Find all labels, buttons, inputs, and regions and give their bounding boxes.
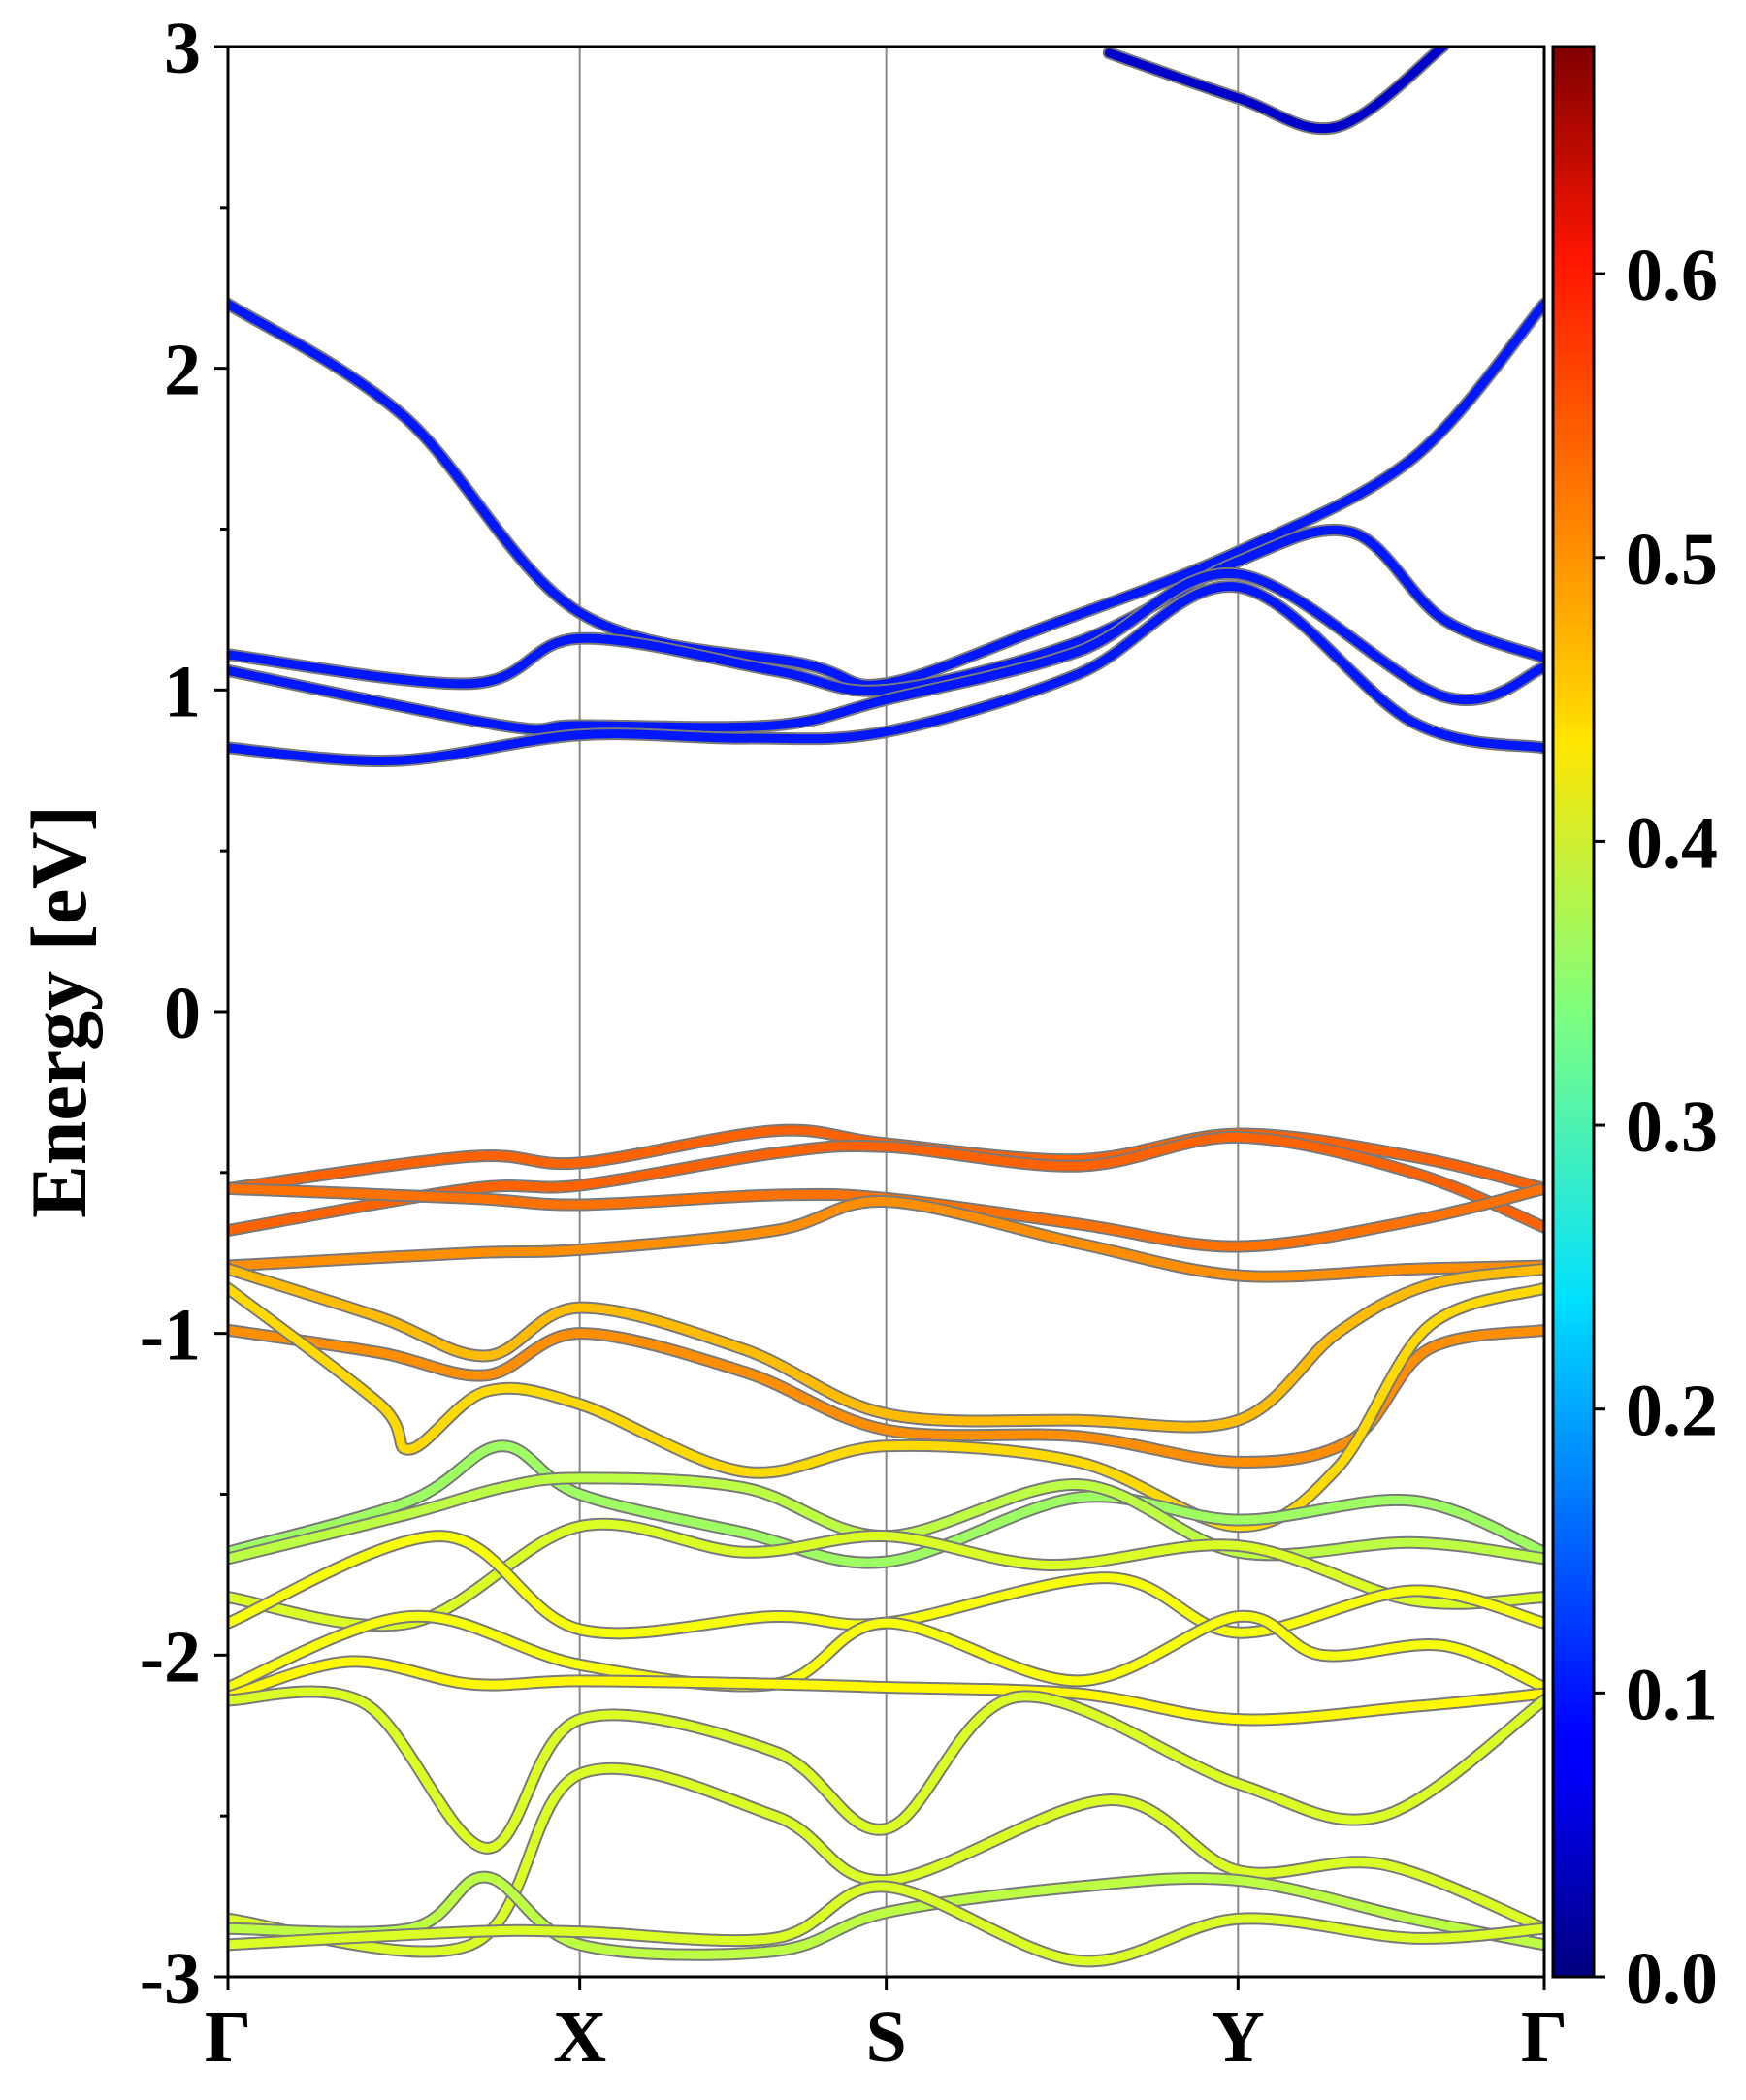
band-line [228, 1657, 1544, 1725]
y-tick-label: 2 [164, 330, 201, 411]
y-tick-label: 3 [164, 8, 201, 89]
x-tick-label: Γ [205, 1996, 251, 2078]
band-line [228, 1264, 1544, 1432]
colorbar-tick-label: 0.5 [1626, 519, 1718, 600]
colorbar [1551, 45, 1596, 1979]
colorbar-tick-label: 0.3 [1626, 1086, 1718, 1168]
bands-layer [228, 47, 1544, 1968]
x-tick-label: Y [1212, 1996, 1265, 2078]
y-tick-label: 0 [164, 973, 201, 1054]
colorbar-tick-label: 0.6 [1626, 235, 1718, 316]
colorbar-axis: 0.0 0.1 0.2 0.3 0.4 0.5 0.6 [1594, 235, 1718, 2019]
kpoint-gridlines [578, 47, 1240, 1977]
band-line [228, 1441, 1544, 1567]
y-tick-label: -3 [140, 1938, 201, 2019]
y-tick-label: -2 [140, 1616, 201, 1697]
band-line [228, 1283, 1544, 1532]
band-line [228, 568, 1544, 734]
band-line [228, 1611, 1544, 1692]
x-tick-label: X [553, 1996, 606, 2078]
y-tick-label: -1 [140, 1295, 201, 1376]
band-line [228, 1473, 1544, 1564]
x-tick-label: S [866, 1996, 907, 2078]
colorbar-tick-label: 0.4 [1626, 802, 1718, 884]
colorbar-tick-label: 0.0 [1626, 1938, 1718, 2019]
band-line [228, 1519, 1544, 1631]
colorbar-tick-label: 0.1 [1626, 1654, 1718, 1735]
band-line [228, 1132, 1544, 1236]
band-line [228, 582, 1544, 766]
y-axis: -3 -2 -1 0 1 2 3 [140, 8, 228, 2019]
band-line [1104, 47, 1448, 134]
y-tick-label: 1 [164, 651, 201, 732]
x-tick-label: Γ [1521, 1996, 1568, 2078]
colorbar-tick-label: 0.2 [1626, 1371, 1718, 1452]
band-line [228, 1197, 1544, 1281]
band-line [228, 1687, 1544, 1853]
band-line [228, 299, 1544, 690]
y-axis-label: Energy [eV] [15, 805, 103, 1218]
band-line [228, 1872, 1544, 1959]
band-line [228, 1882, 1544, 1966]
